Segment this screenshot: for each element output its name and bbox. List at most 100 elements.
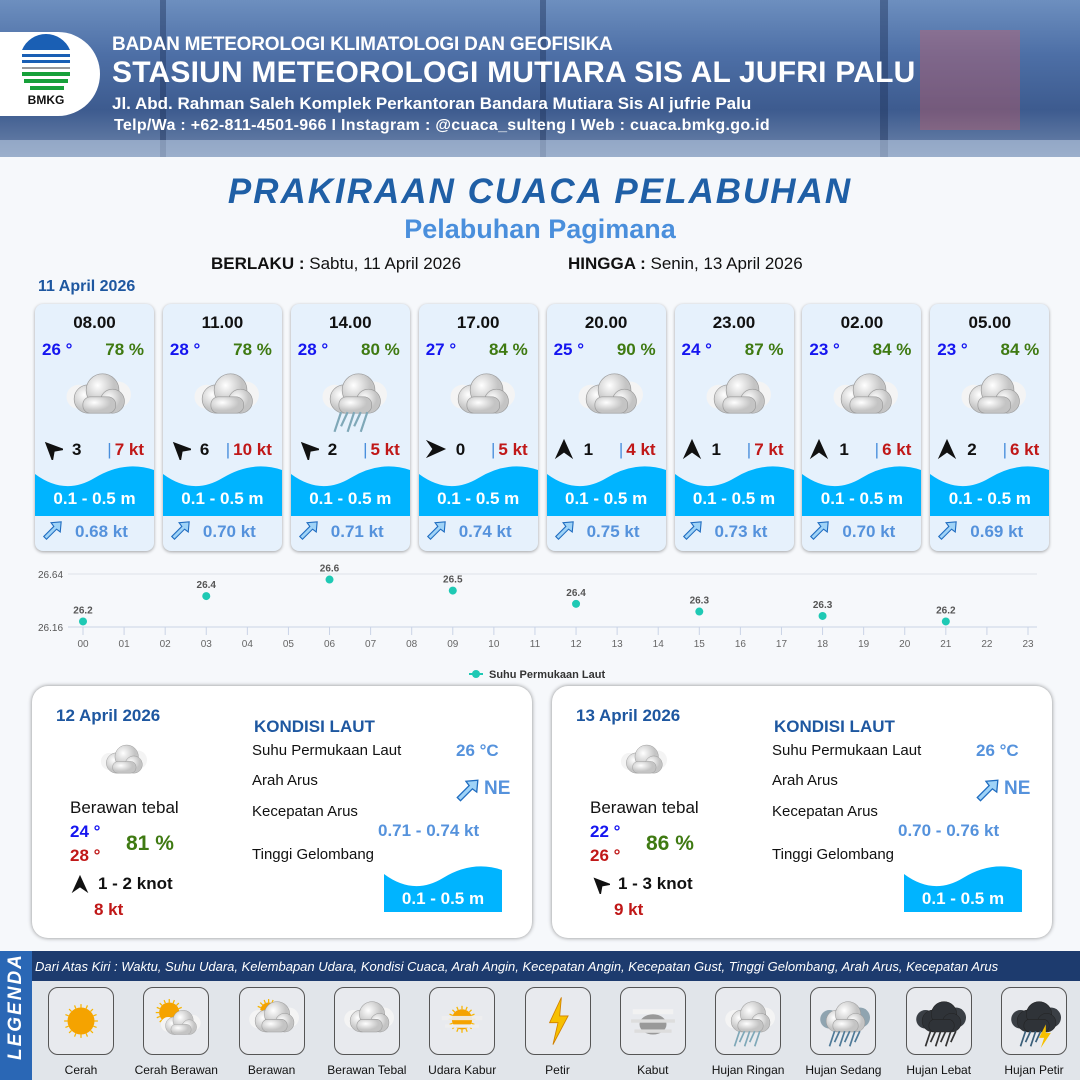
card-humidity: 78 % xyxy=(105,340,144,359)
gust: 9 kt xyxy=(614,900,644,919)
card-wave-height: 0.1 - 0.5 m xyxy=(948,489,1031,508)
card-time: 14.00 xyxy=(329,313,372,332)
legend-item-label: Udara Kabur xyxy=(428,1063,497,1077)
card-temperature: 26 ° xyxy=(42,340,73,359)
data-point xyxy=(325,575,334,584)
data-label: 26.4 xyxy=(197,580,217,591)
card-gust: | 10 kt xyxy=(225,440,272,459)
current-direction-icon xyxy=(681,519,703,543)
wind-direction-icon xyxy=(808,438,830,460)
wind-direction-icon xyxy=(681,438,703,460)
card-temperature: 23 ° xyxy=(809,340,840,359)
x-tick-label: 23 xyxy=(1022,639,1034,650)
x-tick-label: 05 xyxy=(283,639,295,650)
port-name: Pelabuhan Pagimana xyxy=(404,214,676,244)
logo-text: BMKG xyxy=(28,93,65,107)
x-tick-label: 08 xyxy=(406,639,418,650)
card-current-speed: 0.68 kt xyxy=(75,522,128,541)
station-contact: Telp/Wa : +62-811-4501-966 I Instagram :… xyxy=(114,117,770,134)
kabut-icon xyxy=(619,987,686,1055)
sst-label: Suhu Permukaan Laut xyxy=(252,742,402,759)
weather-description: Berawan tebal xyxy=(70,798,179,817)
card-time: 17.00 xyxy=(456,313,500,332)
valid-from: BERLAKU : Sabtu, 11 April 2026 xyxy=(211,254,462,273)
x-tick-label: 07 xyxy=(365,639,377,650)
current-direction-icon xyxy=(974,778,1000,804)
x-tick-label: 13 xyxy=(612,639,624,650)
data-point xyxy=(695,607,704,616)
x-tick-label: 21 xyxy=(940,639,952,650)
card-humidity: 78 % xyxy=(233,340,272,359)
card-current-speed: 0.73 kt xyxy=(714,522,768,541)
legend-title: LEGENDA xyxy=(0,951,32,1080)
day1-date: 11 April 2026 xyxy=(38,278,136,295)
card-wind-speed: 6 xyxy=(199,440,210,459)
udara-kabur-icon xyxy=(429,987,496,1055)
legend-item-label: Kabut xyxy=(637,1063,669,1077)
x-tick-label: 19 xyxy=(858,639,870,650)
x-tick-label: 11 xyxy=(530,639,541,650)
card-wind-speed: 1 xyxy=(583,440,594,459)
card-wind-speed: 1 xyxy=(711,440,721,459)
legend-item-label: Cerah Berawan xyxy=(134,1063,218,1077)
wave-icon xyxy=(418,464,538,516)
legend-item: Hujan Petir xyxy=(999,987,1069,1077)
cerah-berawan-icon xyxy=(143,987,210,1055)
legend-item: Hujan Lebat xyxy=(904,987,974,1077)
sst-value: 26 °C xyxy=(976,741,1019,760)
wind-direction-icon xyxy=(169,438,194,463)
card-humidity: 84 % xyxy=(1000,340,1040,359)
current-direction-icon xyxy=(41,519,63,543)
x-tick-label: 15 xyxy=(694,639,706,650)
legend-item: Berawan xyxy=(237,987,307,1077)
page-title: PRAKIRAAN CUACA PELABUHAN xyxy=(227,172,853,211)
legend-item: Petir xyxy=(523,987,593,1077)
forecast-card: 14.00 28 ° 80 % 2 | 5 kt 0.1 - 0.5 m 0.71… xyxy=(290,304,410,551)
legend-item-label: Hujan Ringan xyxy=(711,1063,785,1077)
card-humidity: 84 % xyxy=(872,340,912,359)
card-wave-height: 0.1 - 0.5 m xyxy=(437,489,520,508)
data-label: 26.4 xyxy=(566,588,586,599)
wave-height-label: Tinggi Gelombang xyxy=(772,846,895,863)
temp-min: 24 ° xyxy=(70,822,101,841)
sea-condition-title: KONDISI LAUT xyxy=(254,717,375,736)
x-tick-label: 06 xyxy=(324,639,336,650)
wave-height-value: 0.1 - 0.5 m xyxy=(401,889,485,908)
card-current-speed: 0.70 kt xyxy=(842,522,896,541)
legend-description: Dari Atas Kiri : Waktu, Suhu Udara, Kele… xyxy=(32,951,1080,981)
x-tick-label: 10 xyxy=(488,639,500,650)
berawan-tebal-icon xyxy=(59,364,133,434)
agency-name: BADAN METEOROLOGI KLIMATOLOGI DAN GEOFIS… xyxy=(112,34,613,55)
wave-icon xyxy=(802,464,922,516)
wind-speed: 1 - 2 knot xyxy=(98,874,173,893)
x-tick-label: 20 xyxy=(899,639,911,650)
current-speed-value: 0.71 - 0.74 kt xyxy=(378,821,480,840)
berawan-tebal-icon xyxy=(826,364,900,434)
wave-icon xyxy=(904,864,1022,912)
current-direction-icon xyxy=(297,519,319,543)
current-direction-icon xyxy=(553,519,575,543)
station-name: STASIUN METEOROLOGI MUTIARA SIS AL JUFRI… xyxy=(112,56,916,89)
day-panel: 13 April 2026 Berawan tebal 22 ° 26 ° 86… xyxy=(552,686,1052,938)
forecast-card: 11.00 28 ° 78 % 6 | 10 kt 0.1 - 0.5 m 0.7… xyxy=(162,304,282,551)
hujan-lebat-icon xyxy=(905,987,972,1055)
card-wind-speed: 3 xyxy=(72,440,82,459)
forecast-card: 08.00 26 ° 78 % 3 | 7 kt 0.1 - 0.5 m 0.68… xyxy=(35,304,154,551)
x-tick-label: 22 xyxy=(981,639,993,650)
card-wave-height: 0.1 - 0.5 m xyxy=(820,489,903,508)
current-direction-label: Arah Arus xyxy=(252,772,318,789)
wind-speed: 1 - 3 knot xyxy=(618,874,693,893)
legend-item: Cerah xyxy=(46,987,116,1077)
card-humidity: 80 % xyxy=(361,340,400,359)
legend-item-label: Hujan Petir xyxy=(1004,1063,1064,1077)
panel-date: 13 April 2026 xyxy=(576,706,681,725)
card-current-speed: 0.71 kt xyxy=(330,522,384,541)
berawan-tebal-icon xyxy=(699,364,773,434)
berawan-tebal-icon xyxy=(612,738,672,788)
data-point xyxy=(202,592,211,601)
forecast-card: 05.00 23 ° 84 % 2 | 6 kt 0.1 - 0.5 m 0.69… xyxy=(930,304,1050,551)
weather-description: Berawan tebal xyxy=(590,798,699,817)
card-time: 20.00 xyxy=(584,313,628,332)
card-wind-speed: 0 xyxy=(455,440,466,459)
petir-icon xyxy=(524,987,591,1055)
